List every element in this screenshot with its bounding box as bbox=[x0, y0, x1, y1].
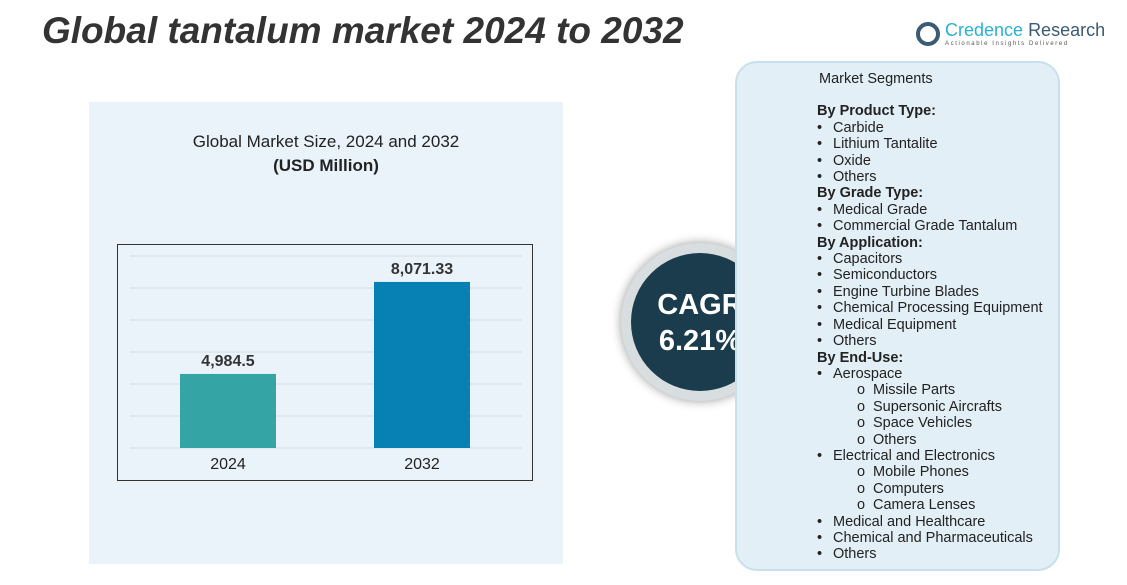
segment-item: Electrical and Electronics bbox=[817, 448, 1058, 464]
segment-item: Capacitors bbox=[817, 251, 1058, 267]
segment-item: Chemical and Pharmaceuticals bbox=[817, 530, 1058, 546]
segments-heading: Market Segments bbox=[819, 71, 933, 87]
segment-item: Carbide bbox=[817, 120, 1058, 136]
segment-item: Semiconductors bbox=[817, 267, 1058, 283]
logo-icon bbox=[916, 21, 940, 46]
segment-subitem: Camera Lenses bbox=[817, 497, 1058, 513]
x-tick-label: 2032 bbox=[404, 456, 440, 473]
data-label: 8,071.33 bbox=[391, 261, 453, 278]
bar-chart: 4,984.5 2024 8,071.33 2032 bbox=[117, 244, 533, 481]
logo: Credence Research Actionable Insights De… bbox=[916, 20, 1105, 47]
x-tick-label: 2024 bbox=[210, 456, 246, 473]
segment-item: Lithium Tantalite bbox=[817, 136, 1058, 152]
segment-item: Others bbox=[817, 546, 1058, 562]
logo-name: Credence bbox=[945, 20, 1024, 40]
segment-subitem: Missile Parts bbox=[817, 382, 1058, 398]
cagr-label: CAGR bbox=[657, 289, 743, 321]
logo-name-2: Research bbox=[1028, 20, 1106, 40]
data-label: 4,984.5 bbox=[201, 353, 254, 370]
bar-2032 bbox=[374, 281, 470, 448]
chart-panel: Global Market Size, 2024 and 2032 (USD M… bbox=[89, 102, 563, 564]
chart-title: Global Market Size, 2024 and 2032 bbox=[192, 132, 460, 151]
segment-item: Others bbox=[817, 169, 1058, 185]
market-segments-panel: Market Segments By Product Type:CarbideL… bbox=[735, 61, 1060, 571]
segment-subitem: Others bbox=[817, 432, 1058, 448]
segment-item: Medical Equipment bbox=[817, 317, 1058, 333]
segment-item: Engine Turbine Blades bbox=[817, 284, 1058, 300]
segment-item: Medical Grade bbox=[817, 202, 1058, 218]
segment-group-title: By Product Type: bbox=[817, 103, 936, 120]
segment-group-title: By Grade Type: bbox=[817, 185, 924, 202]
logo-tagline: Actionable Insights Delivered bbox=[945, 41, 1069, 47]
segment-subitem: Mobile Phones bbox=[817, 464, 1058, 480]
segment-subitem: Computers bbox=[817, 481, 1058, 497]
cagr-value: 6.21% bbox=[658, 325, 742, 357]
segment-item: Others bbox=[817, 333, 1058, 349]
segment-item: Oxide bbox=[817, 153, 1058, 169]
segment-group-title: By Application: bbox=[817, 234, 923, 251]
segment-item: Chemical Processing Equipment bbox=[817, 300, 1058, 316]
segment-subitem: Space Vehicles bbox=[817, 415, 1058, 431]
segment-group-title: By End-Use: bbox=[817, 349, 904, 366]
segment-item: Aerospace bbox=[817, 366, 1058, 382]
segment-item: Commercial Grade Tantalum bbox=[817, 218, 1058, 234]
segment-subitem: Supersonic Aircrafts bbox=[817, 399, 1058, 415]
bar-2024 bbox=[180, 373, 276, 448]
chart-unit: (USD Million) bbox=[273, 156, 379, 175]
page-title: Global tantalum market 2024 to 2032 bbox=[42, 10, 684, 51]
segment-item: Medical and Healthcare bbox=[817, 514, 1058, 530]
